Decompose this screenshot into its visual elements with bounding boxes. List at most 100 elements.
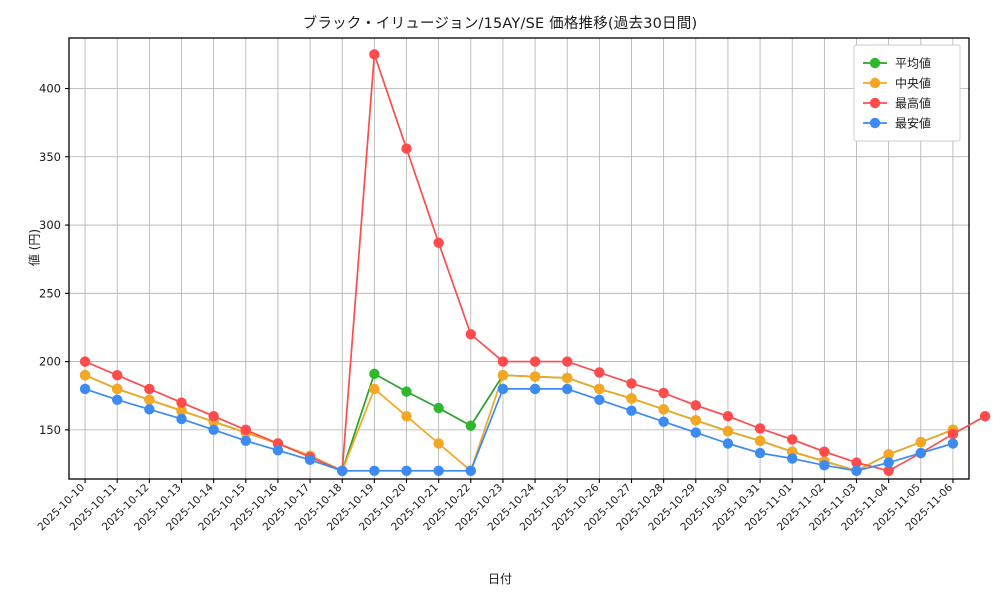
data-point [529,371,541,382]
legend-swatch-marker [869,117,881,129]
data-point [465,465,476,477]
legend-label-中央値[interactable]: 中央値 [895,76,931,91]
data-point [304,454,316,466]
data-point [401,465,412,477]
data-point [144,404,155,415]
data-point [754,447,766,459]
data-point [529,356,541,367]
legend-label-最安値[interactable]: 最安値 [895,116,931,131]
data-point [690,400,701,411]
legend-label-最高値[interactable]: 最高値 [895,96,931,111]
data-point [819,460,830,471]
y-tick-label: 250 [39,286,61,300]
data-point [690,427,701,438]
data-point [79,356,91,367]
data-point [754,423,766,434]
data-point [272,445,284,456]
data-point [369,383,380,395]
data-point [594,367,605,378]
data-point [401,386,412,397]
data-point [465,329,476,340]
data-point [851,457,862,468]
legend-label-平均値[interactable]: 平均値 [895,56,931,71]
data-point [594,383,605,395]
data-point [979,410,991,422]
y-tick-label: 150 [39,423,61,437]
data-point [497,370,509,381]
data-point [401,143,412,154]
data-point [144,394,155,406]
data-point [112,394,123,406]
data-point [497,356,509,367]
chart-title: ブラック・イリュージョン/15AY/SE 価格推移(過去30日間) [302,16,698,32]
data-point [819,446,830,457]
data-point [851,465,862,477]
data-point [787,434,798,445]
gridlines [69,38,969,479]
data-point [562,372,573,384]
data-point [176,397,187,408]
legend-swatch-marker [869,77,881,89]
data-point [722,426,734,437]
data-point [658,404,669,415]
data-point [658,387,669,399]
y-tick-label: 200 [39,355,61,369]
data-point [626,405,637,416]
data-point [369,49,380,60]
data-point [369,465,380,477]
data-point [433,237,444,248]
data-point [883,449,894,460]
data-point [883,465,894,477]
data-point [112,383,123,395]
data-point [529,383,541,395]
x-tick-labels: 2025-10-102025-10-112025-10-122025-10-13… [36,481,956,533]
data-point [208,424,219,436]
data-point [176,405,187,416]
data-point [497,383,509,395]
data-point [947,428,959,440]
data-point [369,368,380,380]
data-point [626,378,637,389]
axis-ticks [65,87,954,483]
data-point [79,370,91,381]
data-point [754,435,766,446]
data-point [144,383,155,395]
data-point [690,415,701,426]
data-series [79,49,991,477]
series-line-最安値 [84,388,954,472]
y-tick-label: 400 [39,82,61,96]
data-point [112,370,123,381]
data-point [915,447,926,459]
data-point [915,436,926,448]
data-point [465,420,476,431]
data-point [562,383,573,395]
data-point [337,465,348,477]
data-point [433,438,444,449]
data-point [787,453,798,464]
data-point [883,457,894,468]
legend-swatch-marker [869,57,881,69]
y-tick-label: 300 [39,218,61,232]
data-point [240,424,251,436]
data-point [722,438,734,449]
data-point [79,383,91,395]
data-point [722,410,734,422]
y-tick-label: 350 [39,150,61,164]
series-line-中央値 [84,374,954,472]
data-point [594,394,605,406]
data-point [176,413,187,425]
data-point [240,435,251,446]
data-point [658,416,669,427]
legend-swatch-marker [869,97,881,109]
axis-spines [68,37,970,480]
x-axis-label: 日付 [487,572,512,586]
data-point [433,402,444,414]
data-point [401,410,412,422]
data-point [208,410,219,422]
data-point [626,393,637,404]
data-point [433,465,444,477]
data-point [562,356,573,367]
